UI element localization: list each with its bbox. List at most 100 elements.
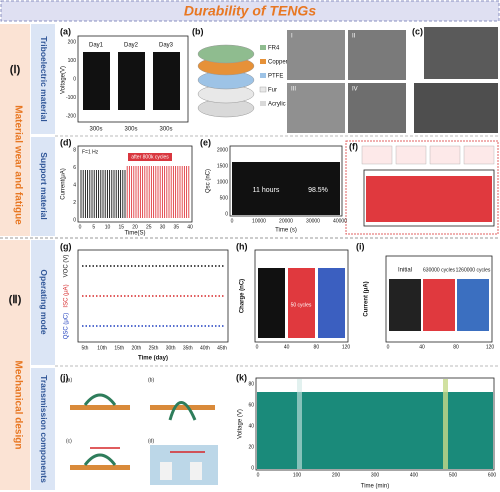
part-label: (d) (148, 438, 154, 444)
x-axis-label: Time (day) (138, 356, 168, 362)
x-tick-label: 400 (410, 472, 419, 478)
signal-block (232, 162, 340, 215)
subsection-band (31, 24, 55, 134)
y-axis-label: Voltage(V) (61, 66, 67, 94)
y-tick-label: 500 (220, 195, 229, 201)
image-label: III (291, 87, 296, 93)
x-tick-label: 600 (488, 472, 497, 478)
image-label: II (352, 34, 356, 40)
y-tick-label: 40 (248, 423, 254, 429)
duration-label: 300s (159, 127, 172, 133)
title-banner (0, 0, 500, 22)
annotation: 11 hours (253, 187, 280, 194)
sem-image (287, 83, 345, 133)
legend-label: FR4 (268, 46, 280, 52)
y-tick-label: 1500 (217, 163, 228, 169)
inset (429, 145, 461, 165)
x-tick-label: 120 (342, 344, 351, 350)
plot-frame (77, 249, 229, 343)
y-axis-label: ISC (μA) (64, 284, 70, 307)
highlight (297, 379, 302, 469)
y-tick-label: 20 (248, 444, 254, 450)
signal-block (257, 392, 493, 469)
plot-frame (77, 145, 193, 223)
day-label: Day1 (89, 43, 104, 49)
y-tick-label: 6 (73, 165, 76, 171)
y-tick-label: 1000 (217, 179, 228, 185)
x-tick-label: 25th (149, 345, 159, 351)
signal (80, 166, 190, 218)
panel-label: (f) (349, 141, 358, 151)
x-axis-label: Time (s) (275, 228, 297, 234)
part-label: (b) (148, 377, 154, 383)
legend-swatch (259, 86, 267, 93)
y-tick-label: 4 (73, 182, 76, 188)
stage-label: Initial (264, 256, 278, 262)
stage-label: After 200000 (287, 255, 316, 261)
y-tick-label: -200 (66, 113, 76, 119)
signal-block (318, 268, 345, 338)
x-tick-label: 10th (97, 345, 107, 351)
panel-label: (k) (236, 372, 247, 382)
x-tick-label: 15th (114, 345, 124, 351)
title: Durability of TENGs (184, 3, 316, 19)
y-tick-label: 60 (248, 402, 254, 408)
x-tick-label: 40 (284, 344, 290, 350)
panel-label: (j) (60, 372, 69, 382)
x-tick-label: 300 (371, 472, 380, 478)
sem-image (348, 30, 406, 80)
y-tick-label: 0 (251, 465, 254, 471)
x-tick-label: 20th (132, 345, 142, 351)
x-tick-label: 40 (187, 224, 193, 230)
section-numeral: (Ⅱ) (9, 294, 22, 306)
x-tick-label: 0 (231, 218, 234, 224)
x-tick-label: 0 (79, 224, 82, 230)
x-tick-label: 5 (92, 224, 95, 230)
legend-label: Acrylic (268, 102, 286, 108)
subsection-label: Triboelectric material (39, 36, 49, 122)
panel-label: (c) (412, 26, 423, 36)
x-tick-label: 120 (486, 344, 495, 350)
panel-label: (a) (60, 26, 71, 36)
x-tick-label: 0 (256, 344, 259, 350)
y-axis-label: VOC (V) (64, 255, 70, 278)
y-tick-label: 0 (73, 76, 76, 82)
legend-label: Copper (268, 60, 288, 66)
x-tick-label: 80 (314, 344, 320, 350)
y-tick-label: -100 (66, 95, 76, 101)
x-tick-label: 500 (449, 472, 458, 478)
signal-block (258, 268, 285, 338)
signal-block (83, 52, 110, 110)
x-tick-label: 40 (419, 344, 425, 350)
device-stack (197, 44, 255, 118)
x-tick-label: 80 (453, 344, 459, 350)
x-tick-label: 5th (82, 345, 89, 351)
signal-block (118, 52, 145, 110)
x-tick-label: 30 (160, 224, 166, 230)
y-tick-label: 100 (68, 58, 77, 64)
x-tick-label: 0 (387, 344, 390, 350)
section-band (0, 240, 30, 490)
y-tick-label: 2000 (217, 147, 228, 153)
inset (463, 145, 495, 165)
x-tick-label: 10 (105, 224, 111, 230)
subsection-label: Support material (39, 152, 49, 220)
signal-block (457, 279, 489, 331)
stage-label: 1260000 cycles (456, 267, 491, 273)
inset (395, 145, 427, 165)
x-tick-label: 40th (200, 345, 210, 351)
duration-label: 300s (124, 127, 137, 133)
image-label: I (291, 34, 293, 40)
panel-label: (g) (60, 241, 72, 251)
section-label: Material wear and fatigue (12, 105, 23, 225)
panel-label: (i) (356, 241, 365, 251)
y-axis-label: Qsc (nC) (206, 169, 212, 193)
day-label: Day3 (159, 43, 174, 49)
plot-frame (385, 255, 493, 343)
sem-image (287, 30, 345, 80)
x-axis-label: Time(S) (124, 231, 145, 237)
subsection-band (31, 240, 55, 365)
part-label: (c) (66, 438, 72, 444)
signal-block (288, 268, 315, 338)
